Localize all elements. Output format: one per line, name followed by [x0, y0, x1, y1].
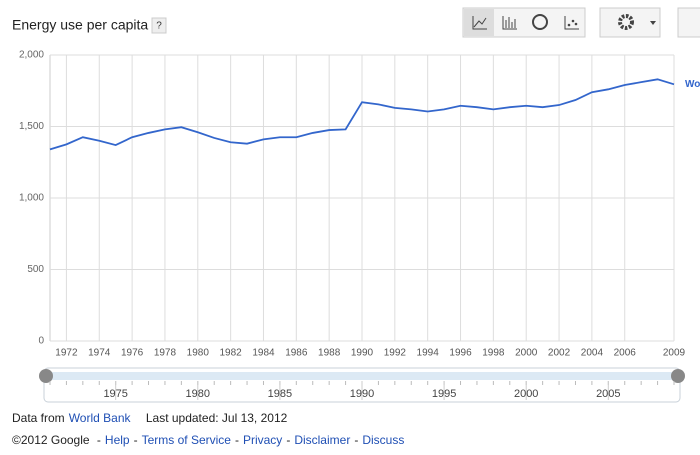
- timeline-label: 1985: [268, 388, 292, 400]
- x-tick-label: 2000: [515, 348, 538, 359]
- timeline-label: 1995: [432, 388, 456, 400]
- timeline-handle[interactable]: [39, 369, 53, 383]
- y-tick-label: 500: [27, 264, 44, 275]
- timeline-handle[interactable]: [671, 369, 685, 383]
- x-tick-label: 1978: [154, 348, 177, 359]
- footer-link[interactable]: Discuss: [362, 433, 405, 447]
- timeline-label: 1975: [103, 388, 127, 400]
- y-tick-label: 2,000: [19, 50, 44, 61]
- x-tick-label: 1972: [55, 348, 78, 359]
- x-tick-label: 1980: [187, 348, 210, 359]
- footer-links: ©2012 Google - Help - Terms of Service - Priv…: [12, 433, 408, 447]
- separator: -: [234, 433, 239, 447]
- scatter-dot: [574, 22, 578, 26]
- scatter-dot: [571, 19, 575, 23]
- separator: -: [133, 433, 138, 447]
- map-button[interactable]: [532, 14, 548, 30]
- x-tick-label: 1994: [417, 348, 440, 359]
- chart: Energy use per capita ? 0 500 1,000 1,500 2,…: [12, 7, 700, 403]
- share-button[interactable]: [677, 7, 700, 38]
- footer-link[interactable]: Terms of Service: [141, 433, 231, 447]
- x-tick-label: 2002: [548, 348, 571, 359]
- x-tick-label: 1998: [482, 348, 505, 359]
- timeline-label: 2005: [596, 388, 620, 400]
- x-tick-label: 2009: [663, 348, 686, 359]
- timeline-label: 2000: [514, 388, 538, 400]
- help-button[interactable]: [151, 17, 167, 34]
- x-tick-label: 2006: [614, 348, 637, 359]
- y-tick-label: 1,000: [19, 193, 44, 204]
- separator: -: [286, 433, 291, 447]
- footer-link[interactable]: Help: [104, 433, 130, 447]
- source-link[interactable]: World Bank: [68, 411, 131, 425]
- scatter-button[interactable]: [564, 16, 579, 30]
- footer-link[interactable]: Privacy: [242, 433, 283, 447]
- line-chart-button[interactable]: [464, 9, 494, 36]
- x-tick-label: 1982: [220, 348, 243, 359]
- x-tick-label: 1976: [121, 348, 144, 359]
- x-tick-label: 1974: [88, 348, 111, 359]
- x-tick-label: 1986: [285, 348, 308, 359]
- gear-icon: [618, 14, 634, 30]
- dropdown-arrow: [650, 21, 656, 25]
- x-tick-label: 1990: [351, 348, 374, 359]
- timeline-range: [50, 372, 674, 380]
- toolbar: [462, 7, 700, 38]
- line-icon: [472, 16, 487, 30]
- bar-chart-button[interactable]: [502, 16, 517, 30]
- x-tick-label: 1984: [252, 348, 275, 359]
- copyright: ©2012 Google: [12, 433, 90, 447]
- updated: Last updated: Jul 13, 2012: [145, 411, 288, 425]
- y-tick-label: 1,500: [19, 121, 44, 132]
- footer-link[interactable]: Disclaimer: [294, 433, 351, 447]
- series-label: World: [685, 79, 700, 90]
- chart-title: Energy use per capita: [12, 17, 148, 33]
- y-tick-label: 0: [38, 336, 44, 347]
- x-tick-label: 2004: [581, 348, 604, 359]
- x-tick-label: 1996: [449, 348, 472, 359]
- scatter-dot: [567, 23, 571, 27]
- data-line: [49, 78, 675, 151]
- separator: -: [354, 433, 359, 447]
- separator: -: [96, 433, 101, 447]
- x-tick-label: 1992: [384, 348, 407, 359]
- source-line: Data from World Bank Last updated: Jul 13…: [12, 411, 291, 425]
- source-prefix: Data from: [12, 411, 65, 425]
- help-text: ?: [156, 21, 162, 32]
- timeline-label: 1990: [350, 388, 374, 400]
- timeline-label: 1980: [186, 388, 210, 400]
- x-tick-label: 1988: [318, 348, 341, 359]
